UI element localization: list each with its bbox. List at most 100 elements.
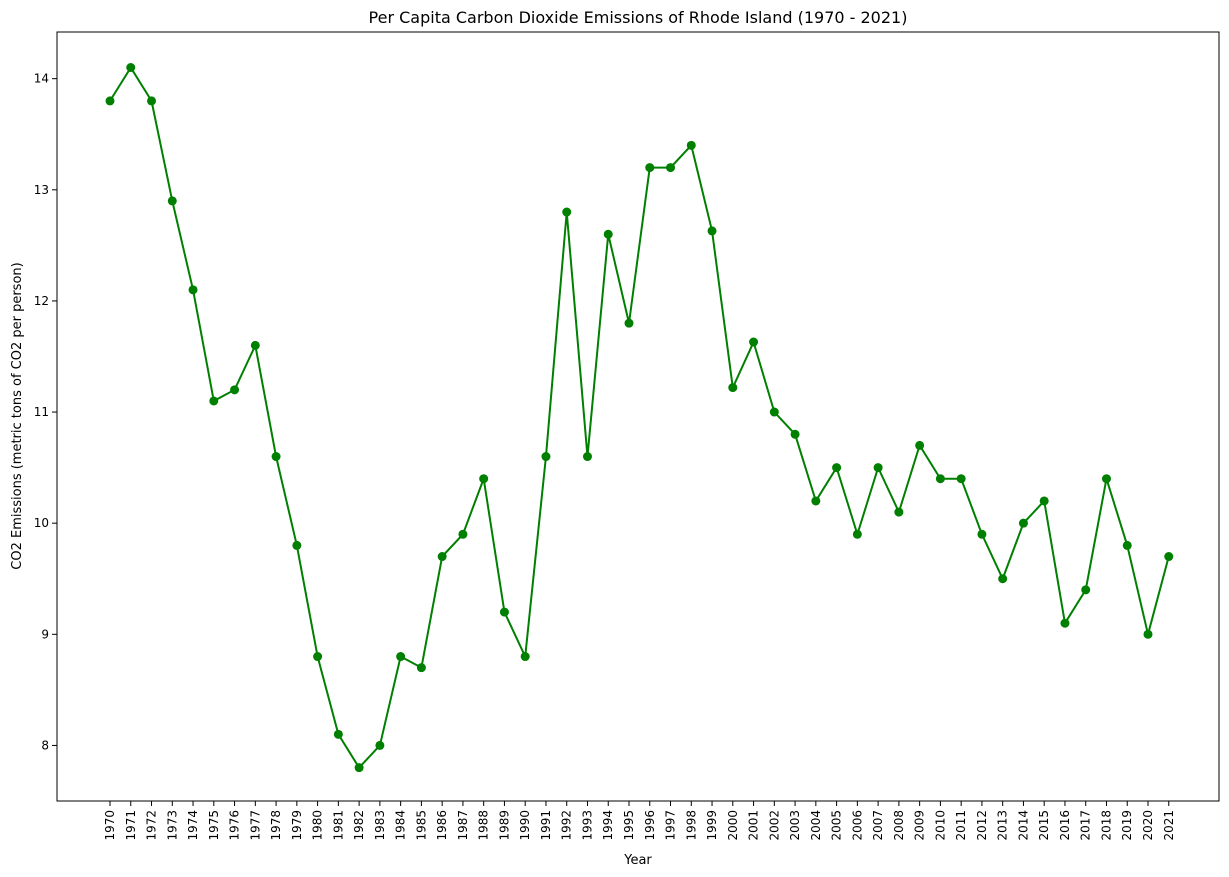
data-point — [105, 96, 115, 106]
x-tick-label: 1988 — [477, 810, 491, 841]
data-point — [562, 207, 572, 217]
x-tick-label: 1997 — [664, 810, 678, 841]
data-point — [396, 652, 406, 662]
data-point — [147, 96, 157, 106]
x-tick-label: 1979 — [290, 810, 304, 841]
x-tick-label: 2011 — [954, 810, 968, 841]
data-point — [728, 383, 738, 393]
x-tick-label: 2003 — [788, 810, 802, 841]
data-point — [935, 474, 945, 484]
data-point — [1143, 629, 1153, 639]
x-tick-label: 1974 — [186, 810, 200, 841]
x-tick-label: 1995 — [622, 810, 636, 841]
data-point — [873, 463, 883, 473]
data-point — [1081, 585, 1091, 595]
data-point — [292, 540, 302, 550]
y-tick-label: 9 — [41, 627, 49, 641]
x-tick-label: 1973 — [165, 810, 179, 841]
x-tick-label: 2012 — [975, 810, 989, 841]
x-axis-label: Year — [623, 853, 652, 868]
data-point — [313, 652, 323, 662]
data-point — [603, 229, 613, 239]
data-point — [769, 407, 779, 417]
data-point — [1060, 618, 1070, 628]
data-point — [977, 529, 987, 539]
x-tick-label: 2013 — [996, 810, 1010, 841]
data-point — [167, 196, 177, 206]
x-tick-label: 1980 — [311, 810, 325, 841]
data-point — [416, 663, 426, 673]
x-tick-label: 2004 — [809, 810, 823, 841]
data-point — [915, 440, 925, 450]
x-tick-label: 1986 — [435, 810, 449, 841]
x-tick-label: 2019 — [1120, 810, 1134, 841]
plot-area — [56, 31, 1220, 802]
chart-title: Per Capita Carbon Dioxide Emissions of R… — [369, 8, 908, 27]
data-point — [645, 163, 655, 173]
data-point — [790, 429, 800, 439]
data-point — [707, 226, 717, 236]
x-tick-label: 1999 — [705, 810, 719, 841]
data-point — [852, 529, 862, 539]
x-tick-label: 2014 — [1016, 810, 1030, 841]
x-tick-label: 1970 — [103, 810, 117, 841]
x-tick-label: 2015 — [1037, 810, 1051, 841]
x-axis: 1970 1971 1972 1973 1974 1975 1976 1977 1978 1979… — [103, 801, 1176, 841]
data-point — [479, 474, 489, 484]
x-tick-label: 1996 — [643, 810, 657, 841]
y-tick-label: 13 — [34, 183, 49, 197]
x-tick-label: 2002 — [767, 810, 781, 841]
data-point — [230, 385, 240, 395]
x-tick-label: 2021 — [1162, 810, 1176, 841]
x-tick-label: 2009 — [913, 810, 927, 841]
data-point — [209, 396, 219, 406]
y-axis: 8 9 10 11 12 13 14 — [34, 72, 57, 752]
data-point — [1122, 540, 1132, 550]
data-point — [666, 163, 676, 173]
x-tick-label: 1994 — [601, 810, 615, 841]
x-tick-label: 1984 — [394, 810, 408, 841]
data-point — [1039, 496, 1049, 506]
data-point — [520, 652, 530, 662]
x-tick-label: 2006 — [850, 810, 864, 841]
x-tick-label: 1993 — [580, 810, 594, 841]
data-point — [998, 574, 1008, 584]
x-tick-label: 1983 — [373, 810, 387, 841]
x-tick-label: 1977 — [248, 810, 262, 841]
y-tick-label: 14 — [34, 72, 49, 86]
x-tick-label: 1998 — [684, 810, 698, 841]
data-point — [749, 337, 759, 347]
data-points — [105, 63, 1174, 773]
x-tick-label: 2017 — [1079, 810, 1093, 841]
x-tick-label: 2010 — [933, 810, 947, 841]
data-point — [188, 285, 198, 295]
y-tick-label: 11 — [34, 405, 49, 419]
data-point — [582, 452, 592, 462]
x-tick-label: 1972 — [145, 810, 159, 841]
x-tick-label: 1990 — [518, 810, 532, 841]
data-point — [624, 318, 634, 328]
data-point — [354, 763, 364, 773]
data-point — [686, 140, 696, 150]
x-tick-label: 2005 — [830, 810, 844, 841]
x-tick-label: 1992 — [560, 810, 574, 841]
data-point — [126, 63, 136, 73]
x-tick-label: 1976 — [228, 810, 242, 841]
data-point — [894, 507, 904, 517]
x-tick-label: 1989 — [497, 810, 511, 841]
x-tick-label: 2018 — [1099, 810, 1113, 841]
data-point — [271, 452, 281, 462]
x-tick-label: 2020 — [1141, 810, 1155, 841]
x-tick-label: 1978 — [269, 810, 283, 841]
data-point — [250, 340, 260, 350]
data-point — [541, 452, 551, 462]
data-point — [333, 729, 343, 739]
y-tick-label: 12 — [34, 294, 49, 308]
x-tick-label: 1987 — [456, 810, 470, 841]
x-tick-label: 1991 — [539, 810, 553, 841]
x-tick-label: 1975 — [207, 810, 221, 841]
data-point — [375, 740, 385, 750]
x-tick-label: 2000 — [726, 810, 740, 841]
data-point — [832, 463, 842, 473]
